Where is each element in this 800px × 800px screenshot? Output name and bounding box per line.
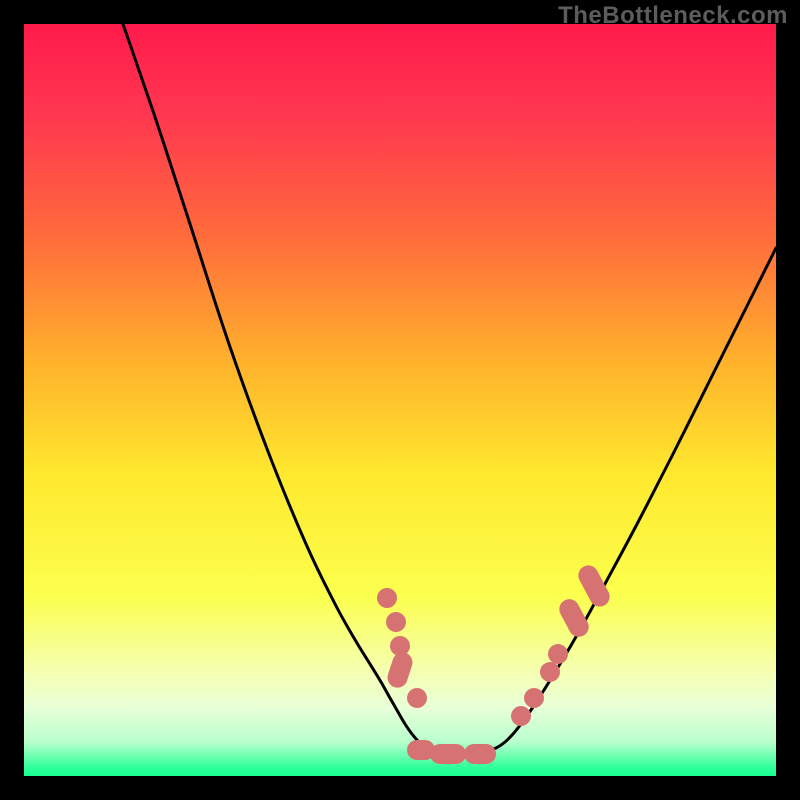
curve-marker bbox=[464, 744, 496, 764]
chart-canvas: TheBottleneck.com bbox=[0, 0, 800, 800]
curve-marker bbox=[430, 744, 466, 764]
curve-path bbox=[123, 24, 776, 752]
watermark-text: TheBottleneck.com bbox=[558, 2, 788, 30]
